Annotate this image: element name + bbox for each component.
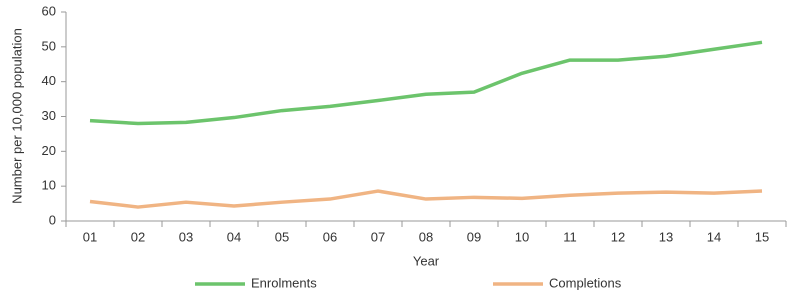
- y-tick-label: 20: [42, 143, 56, 158]
- x-tick-label: 04: [227, 229, 241, 244]
- x-tick-label: 03: [179, 229, 193, 244]
- y-tick-label: 50: [42, 38, 56, 53]
- series-line: [89, 40, 763, 126]
- x-tick-label: 05: [275, 229, 289, 244]
- x-tick-label: 10: [515, 229, 529, 244]
- x-tick-label: 01: [83, 229, 97, 244]
- x-tick-label: 13: [659, 229, 673, 244]
- x-tick-label: 06: [323, 229, 337, 244]
- y-tick-label: 30: [42, 108, 56, 123]
- legend-label: Enrolments: [251, 275, 317, 290]
- y-axis-label: Number per 10,000 population: [9, 28, 24, 204]
- x-tick-label: 11: [563, 229, 577, 244]
- x-tick-label: 12: [611, 229, 625, 244]
- x-tick-label: 09: [467, 229, 481, 244]
- x-axis-label: Year: [413, 253, 440, 268]
- x-tick-label: 14: [707, 229, 721, 244]
- y-tick-label: 40: [42, 73, 56, 88]
- y-tick-label: 0: [49, 212, 56, 227]
- x-tick-label: 08: [419, 229, 433, 244]
- x-tick-label: 07: [371, 229, 385, 244]
- y-tick-label: 60: [42, 3, 56, 18]
- legend-label: Completions: [549, 275, 622, 290]
- y-tick-label: 10: [42, 178, 56, 193]
- series-line: [89, 189, 763, 209]
- x-tick-label: 15: [755, 229, 769, 244]
- x-tick-label: 02: [131, 229, 145, 244]
